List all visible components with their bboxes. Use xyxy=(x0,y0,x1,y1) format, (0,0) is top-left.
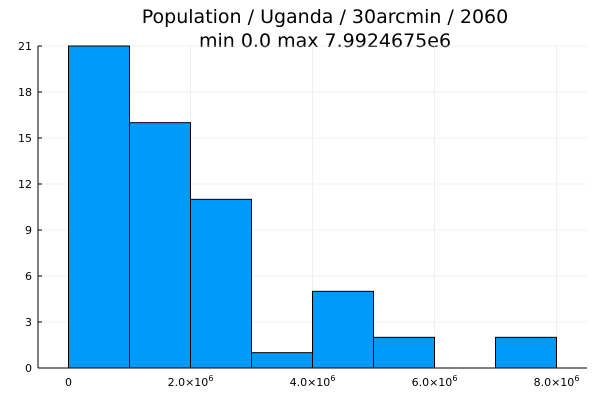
histogram-bar-3 xyxy=(190,198,252,369)
y-tick-label: 9 xyxy=(25,224,32,237)
x-tick-label: 8.0×106 xyxy=(534,374,580,389)
x-tick-label: 0 xyxy=(65,376,72,389)
y-tick-label: 6 xyxy=(25,270,32,283)
y-tick-label: 21 xyxy=(18,40,32,53)
x-tick-label: 4.0×106 xyxy=(290,374,336,389)
x-tick-label: 2.0×106 xyxy=(168,374,214,389)
ticks-layer: 0 3 6 9 12 15 18 21 0 2.0×106 4.0×106 6.0×106 8.0×10… xyxy=(18,40,579,389)
y-tick-label: 18 xyxy=(18,86,32,99)
bars-layer xyxy=(68,45,557,369)
histogram-bar-5 xyxy=(312,290,374,369)
histogram-bar-1 xyxy=(68,45,130,369)
chart-title: Population / Uganda / 30arcmin / 2060 xyxy=(142,6,508,28)
axes-layer xyxy=(37,45,587,369)
y-tick-label: 12 xyxy=(18,178,32,191)
histogram-bar-8 xyxy=(495,336,557,369)
histogram-bar-4 xyxy=(251,352,313,369)
x-tick-label: 6.0×106 xyxy=(412,374,458,389)
histogram-bar-6 xyxy=(373,336,435,369)
histogram-bar-2 xyxy=(129,122,191,369)
y-tick-label: 0 xyxy=(25,362,32,375)
y-tick-label: 15 xyxy=(18,132,32,145)
y-tick-label: 3 xyxy=(25,316,32,329)
chart-subtitle: min 0.0 max 7.9924675e6 xyxy=(199,30,451,52)
